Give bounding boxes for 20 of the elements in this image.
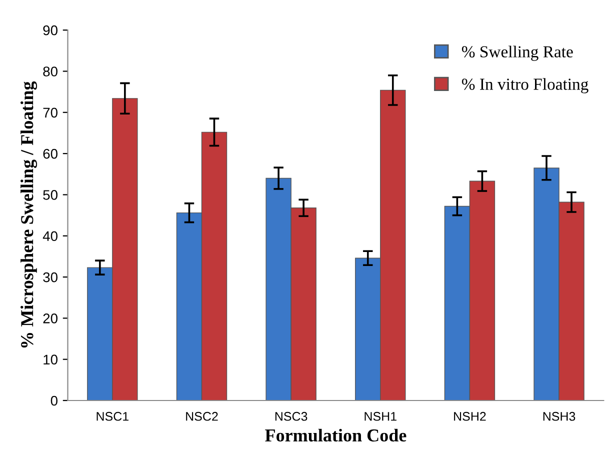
y-axis-title: % Microsphere Swelling / Floating [20, 81, 38, 348]
y-tick-label: 70 [43, 108, 58, 118]
x-tick-label: NSC2 [186, 412, 218, 421]
y-tick-label: 10 [44, 354, 58, 365]
x-axis-title: Formulation Code [265, 428, 406, 442]
y-tick-label: 20 [43, 314, 58, 324]
y-tick-label: 50 [43, 190, 58, 200]
y-tick-label: 60 [43, 148, 58, 159]
x-tick-label: NSH2 [454, 412, 486, 421]
x-tick-label: NSC3 [275, 412, 308, 421]
y-tick-label: 80 [43, 66, 58, 76]
y-tick-label: 0 [50, 396, 58, 406]
y-tick-label: 90 [43, 25, 58, 36]
y-tick-label: 40 [42, 231, 58, 242]
y-tick-label: 30 [43, 272, 58, 282]
legend-label: % In vitro Floating [462, 78, 588, 94]
x-tick-label: NSC1 [96, 412, 128, 421]
legend-label: % Swelling Rate [462, 46, 573, 61]
x-tick-label: NSH1 [364, 412, 396, 421]
x-tick-label: NSH3 [543, 412, 576, 421]
